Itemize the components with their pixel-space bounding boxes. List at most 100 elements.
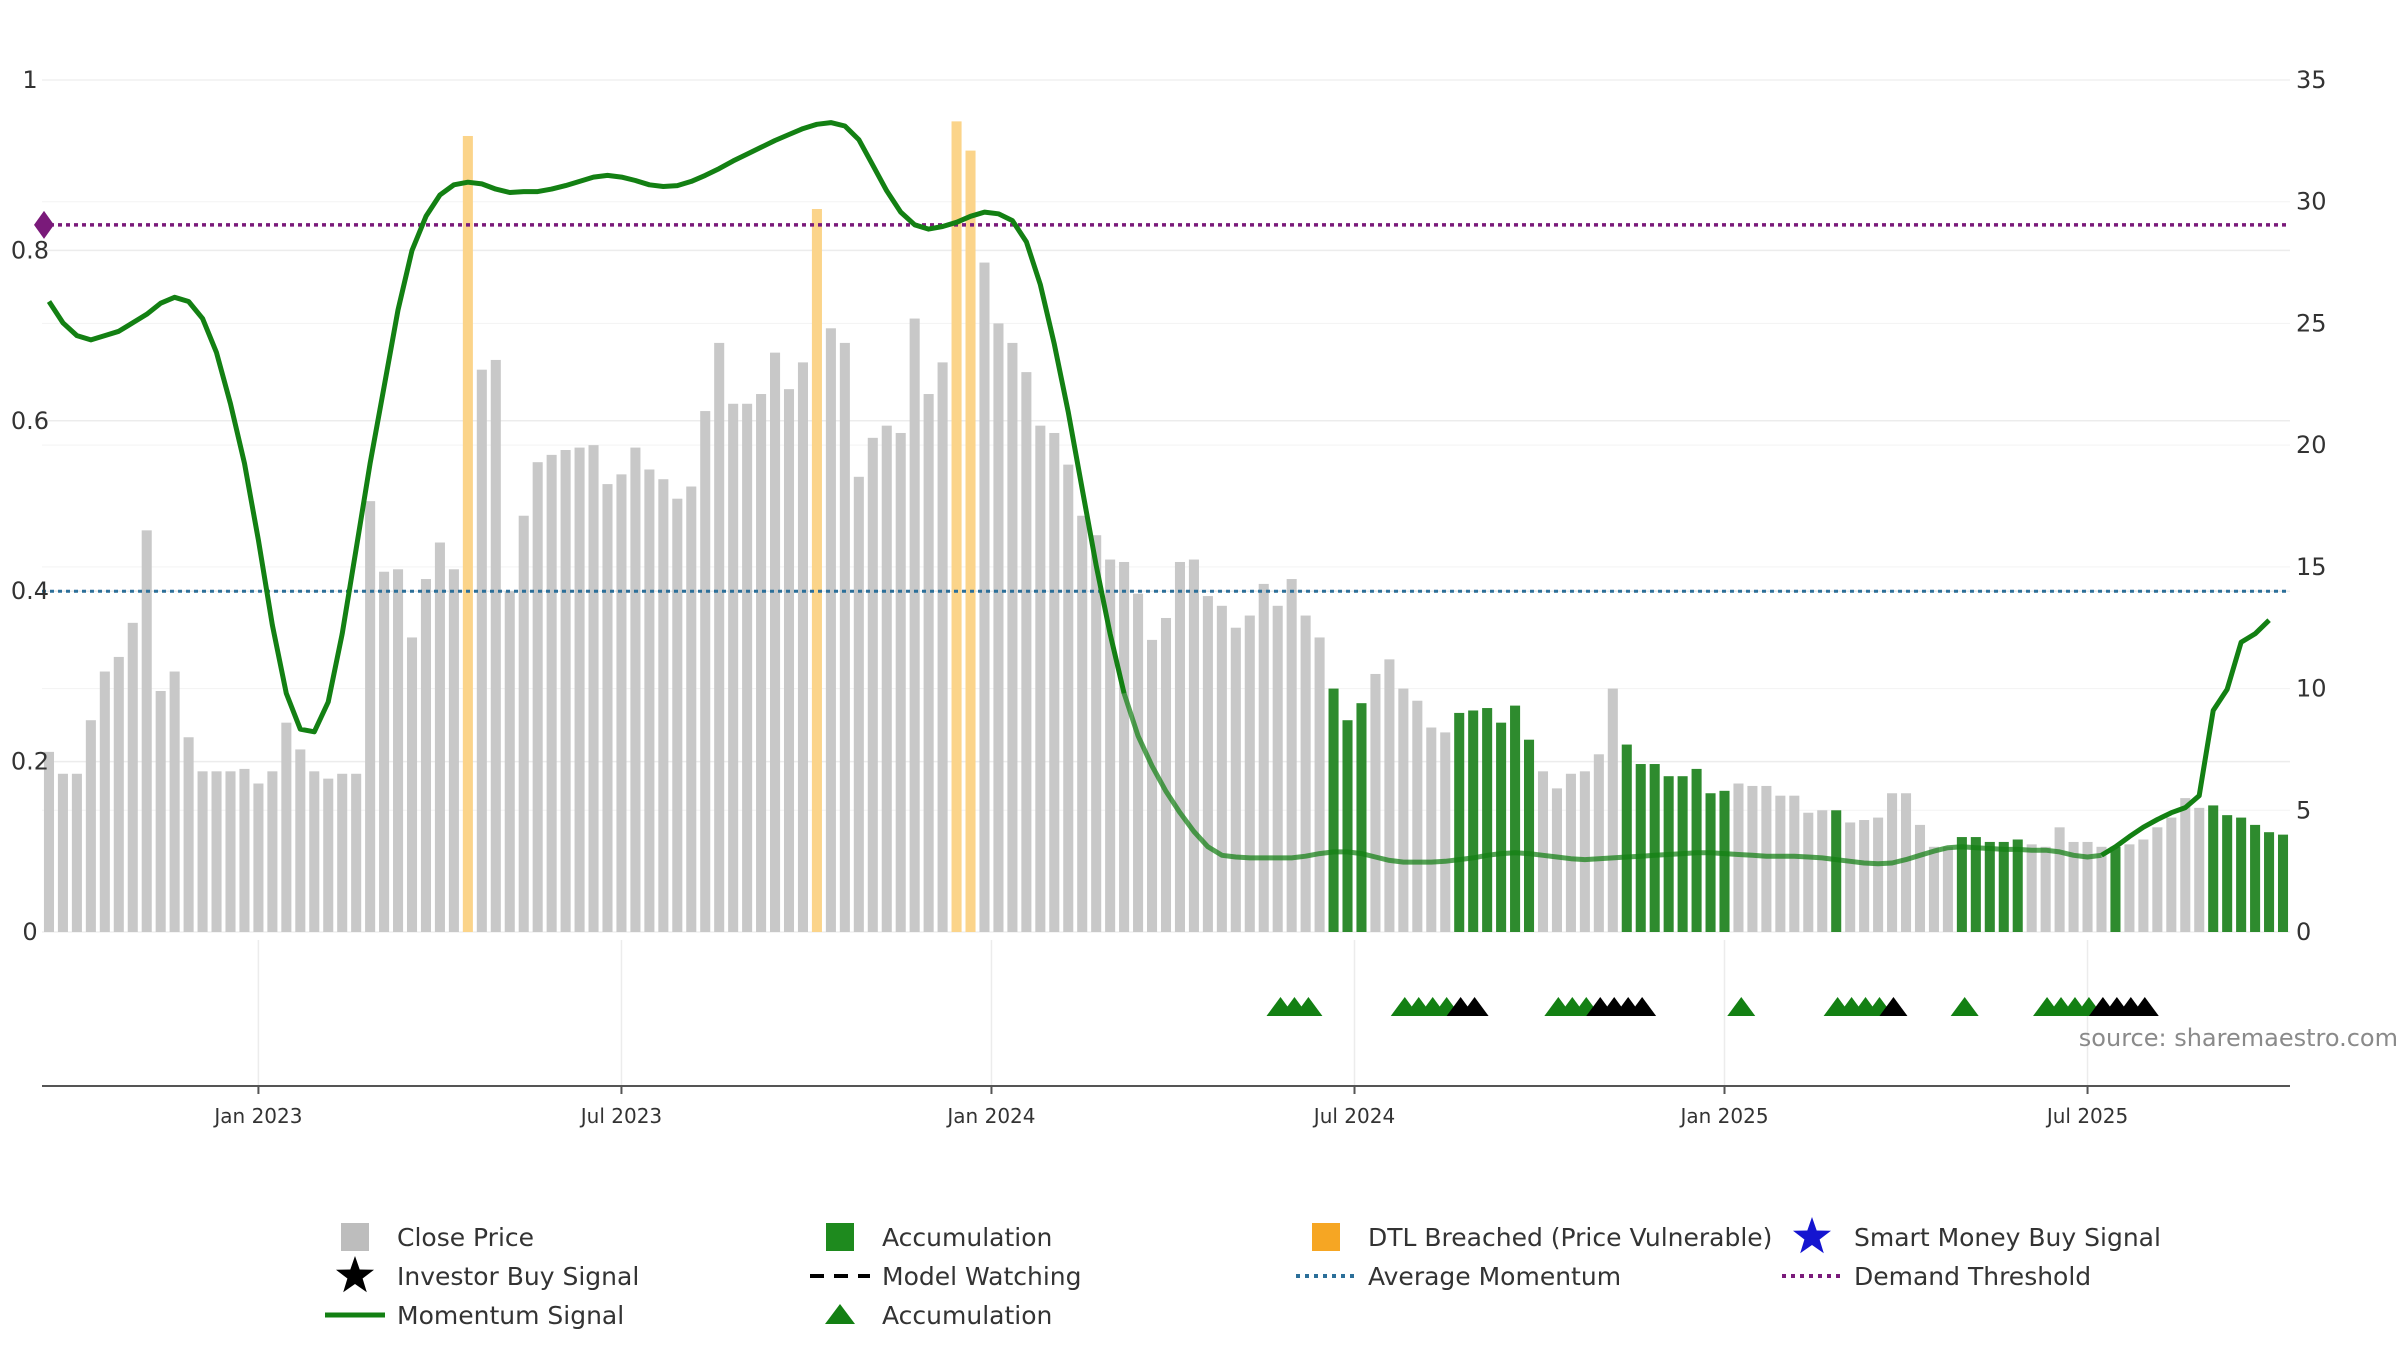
accumulation-bar-148 xyxy=(2110,846,2121,932)
close-price-bar-90 xyxy=(1300,615,1311,932)
close-price-bar-50 xyxy=(742,403,753,932)
close-price-bar-21 xyxy=(337,773,348,932)
accumulation-bar-105 xyxy=(1510,705,1521,932)
momentum-line-faded xyxy=(1121,692,2102,867)
close-price-bar-48 xyxy=(714,342,725,933)
legend-label: Momentum Signal xyxy=(397,1301,624,1330)
close-price-bar-64 xyxy=(937,362,948,932)
close-price-bar-88 xyxy=(1272,605,1283,932)
accumulation-bar-157 xyxy=(2236,817,2247,932)
legend-square-swatch xyxy=(1312,1223,1340,1251)
reference-lines xyxy=(34,210,2290,593)
close-price-bar-22 xyxy=(351,773,362,932)
dtl-breached-bar-66 xyxy=(965,150,976,932)
accumulation-bar-93 xyxy=(1342,720,1353,932)
legend-label: Investor Buy Signal xyxy=(397,1262,639,1291)
close-price-bar-154 xyxy=(2194,807,2205,932)
legend-star-icon xyxy=(1793,1217,1831,1254)
close-price-bar-110 xyxy=(1579,771,1590,932)
close-price-bar-0 xyxy=(43,751,55,932)
close-price-bar-149 xyxy=(2124,844,2135,932)
close-price-bar-52 xyxy=(770,352,781,932)
signal-markers xyxy=(1266,997,2159,1016)
close-price-bar-70 xyxy=(1021,372,1032,933)
close-price-bar-83 xyxy=(1202,596,1213,932)
close-price-bar-74 xyxy=(1077,515,1088,932)
source-note: source: sharemaestro.com xyxy=(2079,1024,2398,1052)
close-price-bar-146 xyxy=(2082,841,2093,932)
y-right-tick-label-4: 20 xyxy=(2296,431,2327,459)
legend-label: Demand Threshold xyxy=(1854,1262,2091,1291)
accumulation-bar-92 xyxy=(1328,688,1339,932)
accumulation-bar-139 xyxy=(1984,841,1995,932)
close-price-bar-130 xyxy=(1859,820,1870,932)
y-right-tick-label-0: 0 xyxy=(2296,918,2311,946)
close-price-bar-143 xyxy=(2040,846,2051,932)
accumulation-bar-101 xyxy=(1454,712,1465,932)
accumulation-bar-114 xyxy=(1635,764,1646,932)
close-price-bar-10 xyxy=(183,737,194,932)
close-price-bar-56 xyxy=(825,328,836,933)
close-price-bar-37 xyxy=(560,450,571,932)
close-price-bar-9 xyxy=(169,671,180,932)
legend-momentum-signal-8: Momentum Signal xyxy=(325,1301,624,1330)
close-price-bar-84 xyxy=(1216,605,1227,932)
momentum-line-strong xyxy=(46,120,1127,735)
accumulation-bar-120 xyxy=(1719,790,1730,932)
close-price-bar-13 xyxy=(225,771,236,932)
y-left-tick-label-1: 0.2 xyxy=(11,748,49,776)
close-price-bar-17 xyxy=(281,722,292,932)
bars xyxy=(43,121,2289,933)
close-price-bar-45 xyxy=(672,498,683,932)
close-price-bar-68 xyxy=(993,323,1004,932)
close-price-bar-60 xyxy=(881,425,892,932)
close-price-bar-107 xyxy=(1537,771,1549,932)
legend-accumulation-1: Accumulation xyxy=(826,1223,1052,1252)
legend-dtl-breached-price-vulnerable-2: DTL Breached (Price Vulnerable) xyxy=(1312,1223,1772,1252)
x-tick-label-5: Jul 2025 xyxy=(2045,1104,2128,1128)
close-price-bar-67 xyxy=(979,262,990,933)
legend-label: Smart Money Buy Signal xyxy=(1854,1223,2161,1252)
close-price-bar-134 xyxy=(1914,824,1926,932)
legend-label: Accumulation xyxy=(882,1301,1052,1330)
accumulation-bar-119 xyxy=(1705,793,1716,932)
model-watching-marker-21 xyxy=(1879,997,1908,1016)
accumulation-bar-159 xyxy=(2264,832,2275,932)
close-price-bar-25 xyxy=(393,569,404,932)
close-price-bar-98 xyxy=(1412,700,1423,932)
close-price-bar-14 xyxy=(239,768,250,932)
close-price-bar-127 xyxy=(1817,810,1828,932)
close-price-bar-62 xyxy=(909,318,920,932)
close-price-bar-69 xyxy=(1007,342,1018,933)
legend-label: Model Watching xyxy=(882,1262,1082,1291)
close-price-bar-47 xyxy=(700,411,711,932)
accumulation-bar-137 xyxy=(1956,837,1967,932)
legend-star-icon xyxy=(336,1256,374,1293)
close-price-bar-43 xyxy=(644,469,655,932)
accumulation-bar-156 xyxy=(2222,815,2233,932)
accumulation-bar-103 xyxy=(1482,708,1493,932)
close-price-bar-147 xyxy=(2096,846,2107,932)
legend-accumulation-9: Accumulation xyxy=(825,1301,1052,1330)
close-price-bar-136 xyxy=(1942,846,1953,932)
close-price-bar-58 xyxy=(853,476,864,932)
close-price-bar-33 xyxy=(504,591,515,932)
accumulation-bar-94 xyxy=(1356,703,1367,932)
close-price-bar-24 xyxy=(379,571,390,932)
close-price-bar-96 xyxy=(1384,659,1395,932)
x-tick-label-3: Jul 2024 xyxy=(1312,1104,1395,1128)
legend-model-watching-5: Model Watching xyxy=(810,1262,1082,1291)
close-price-bar-36 xyxy=(546,454,557,932)
close-price-bar-129 xyxy=(1845,822,1856,932)
close-price-bar-82 xyxy=(1188,559,1199,932)
model-watching-marker-8 xyxy=(1460,997,1489,1016)
close-price-bar-5 xyxy=(113,656,124,932)
close-price-bar-11 xyxy=(197,771,208,932)
close-price-bar-19 xyxy=(309,771,320,932)
close-price-bar-46 xyxy=(686,486,697,932)
momentum-signal xyxy=(46,120,2271,867)
accumulation-bar-155 xyxy=(2208,805,2219,932)
accumulation-marker-16 xyxy=(1727,997,1756,1016)
close-price-bar-100 xyxy=(1440,732,1451,932)
